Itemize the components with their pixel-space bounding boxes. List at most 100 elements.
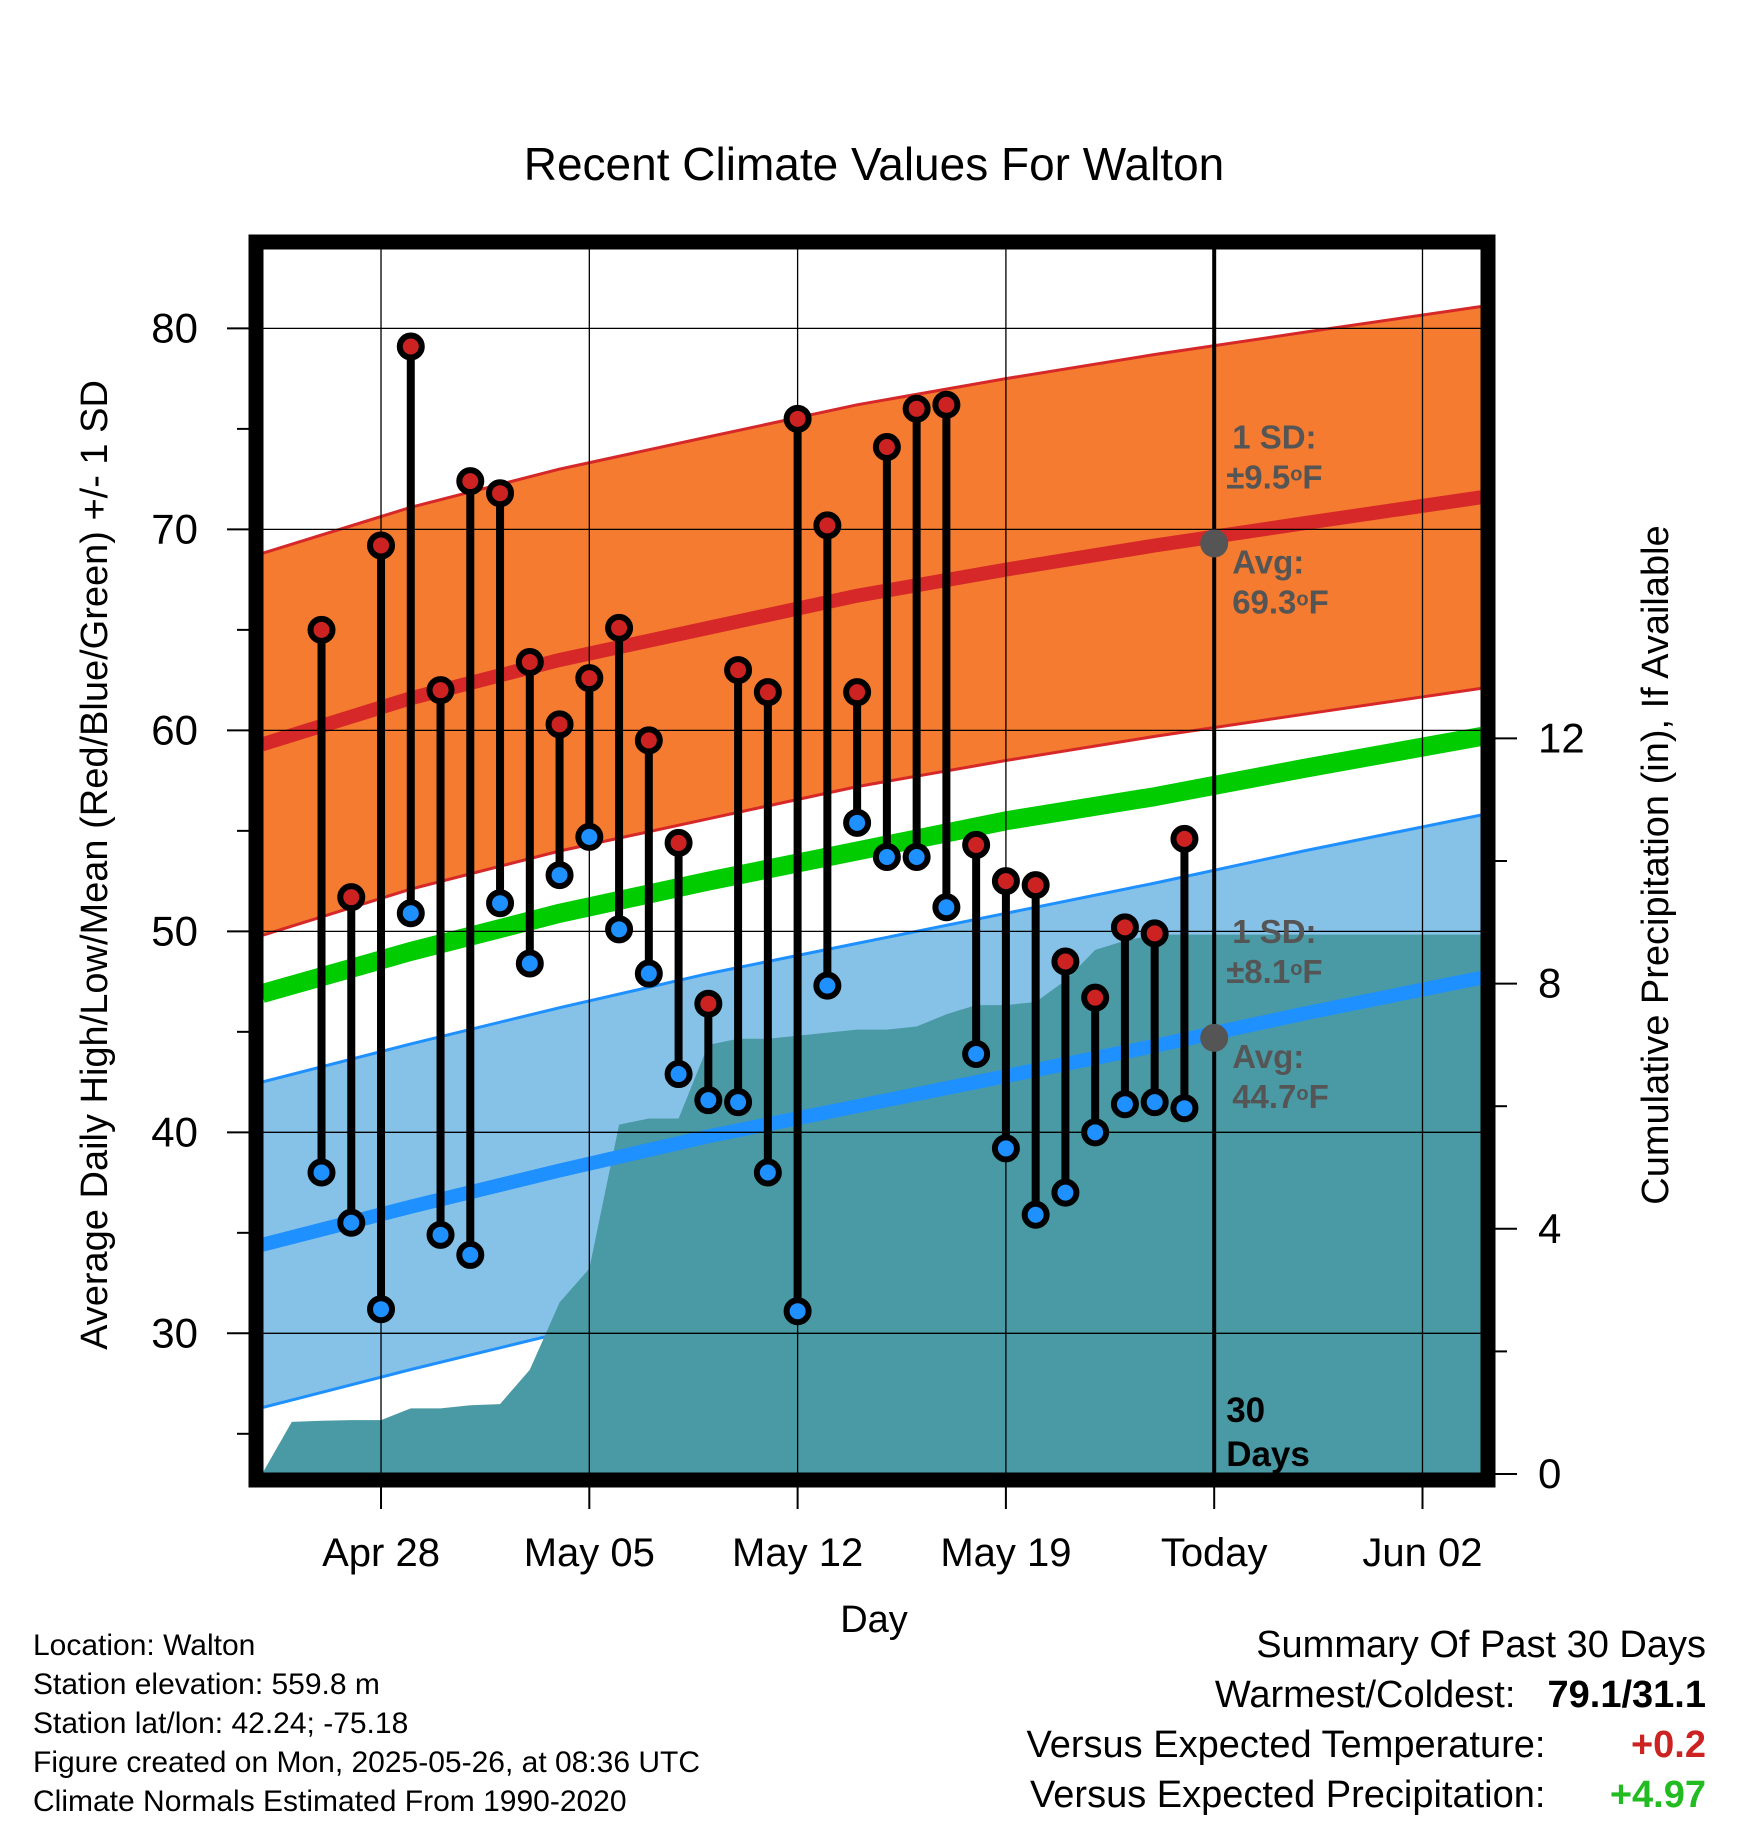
- y-tick-label: 80: [151, 304, 198, 351]
- warmest-label: Warmest/Coldest:: [1214, 1674, 1516, 1716]
- temp-label: Versus Expected Temperature:: [1026, 1724, 1546, 1766]
- annotation-avg-value: 69.3oF: [1232, 583, 1329, 620]
- location-text: Location: Walton: [33, 1629, 256, 1662]
- observed-low-point: [991, 1134, 1020, 1163]
- chart-title: Recent Climate Values For Walton: [524, 138, 1225, 190]
- annotation-avg-label: Avg:: [1232, 1038, 1304, 1075]
- observed-low-point: [872, 842, 901, 871]
- observed-low-point: [902, 842, 931, 871]
- y2-tick-label: 4: [1538, 1205, 1561, 1252]
- x-tick-label: May 12: [732, 1531, 863, 1575]
- observed-low-point: [664, 1060, 693, 1089]
- observed-high-point: [843, 678, 872, 707]
- summary-panel: Summary Of Past 30 Days Warmest/Coldest:…: [1027, 1620, 1706, 1820]
- observed-low-point: [515, 949, 544, 978]
- temp-value: +0.2: [1630, 1724, 1706, 1766]
- annotation-sd-label: 1 SD:: [1232, 913, 1316, 950]
- y-tick-label: 40: [151, 1108, 198, 1155]
- low-band-upper: [262, 813, 1482, 1084]
- annotation-avg-value: 44.7oF: [1232, 1078, 1329, 1115]
- observed-low-point: [634, 959, 663, 988]
- summary-row-warmest: Warmest/Coldest: 79.1/31.1: [1027, 1670, 1706, 1720]
- observed-high-point: [515, 648, 544, 677]
- precip-value: +4.97: [1609, 1774, 1706, 1816]
- x-tick-label: May 19: [940, 1531, 1071, 1575]
- observed-high-point: [486, 479, 515, 508]
- observed-high-point: [426, 676, 455, 705]
- observed-high-point: [694, 989, 723, 1018]
- observed-high-point: [962, 830, 991, 859]
- observed-low-point: [1051, 1178, 1080, 1207]
- observed-high-point: [1140, 919, 1169, 948]
- y-tick-label: 70: [151, 505, 198, 552]
- observed-high-point: [932, 390, 961, 419]
- observed-high-point: [783, 404, 812, 433]
- summary-row-precip: Versus Expected Precipitation: +4.97: [1027, 1770, 1706, 1820]
- observed-high-point: [902, 394, 931, 423]
- observed-high-point: [367, 531, 396, 560]
- x-tick-label: Apr 28: [322, 1531, 440, 1575]
- today-avg-dot: [1200, 1023, 1229, 1052]
- observed-low-point: [307, 1158, 336, 1187]
- x-tick-label: May 05: [524, 1531, 655, 1575]
- latlon-text: Station lat/lon: 42.24; -75.18: [33, 1707, 409, 1740]
- observed-low-point: [575, 822, 604, 851]
- observed-high-point: [605, 613, 634, 642]
- normals-text: Climate Normals Estimated From 1990-2020: [33, 1785, 627, 1818]
- y-tick-label: 60: [151, 706, 198, 753]
- observed-low-point: [545, 861, 574, 890]
- precip-label: Versus Expected Precipitation:: [1030, 1774, 1546, 1816]
- elevation-text: Station elevation: 559.8 m: [33, 1668, 380, 1701]
- observed-low-point: [486, 889, 515, 918]
- today-days-label: Days: [1226, 1435, 1310, 1474]
- observed-high-point: [872, 432, 901, 461]
- high-band: [262, 306, 1482, 936]
- observed-low-point: [783, 1297, 812, 1326]
- today-days-label: 30: [1226, 1391, 1265, 1430]
- annotation-sd-label: 1 SD:: [1232, 418, 1316, 455]
- low-avg-line: [262, 970, 1482, 1252]
- observed-low-point: [724, 1088, 753, 1117]
- high-band-upper: [262, 304, 1482, 555]
- y-tick-label: 50: [151, 907, 198, 954]
- observed-low-point: [932, 893, 961, 922]
- observed-high-point: [575, 664, 604, 693]
- warmest-value: 79.1/31.1: [1547, 1674, 1706, 1716]
- observed-low-point: [337, 1208, 366, 1237]
- y2-axis-label: Cumulative Precipitation (in), If Availa…: [1635, 525, 1677, 1204]
- observed-low-point: [426, 1220, 455, 1249]
- observed-high-point: [456, 467, 485, 496]
- observed-high-point: [1021, 871, 1050, 900]
- observed-high-point: [307, 615, 336, 644]
- observed-low-point: [813, 971, 842, 1000]
- station-info: Location: Walton Station elevation: 559.…: [33, 1626, 700, 1821]
- observed-low-point: [456, 1240, 485, 1269]
- x-axis-label: Day: [840, 1599, 908, 1641]
- plot-frame: [248, 234, 1496, 1488]
- mean-avg-line: [262, 727, 1482, 1003]
- observed-low-point: [396, 899, 425, 928]
- high-avg-line: [262, 490, 1482, 752]
- observed-high-point: [724, 656, 753, 685]
- observed-low-point: [694, 1086, 723, 1115]
- observed-high-point: [813, 511, 842, 540]
- observed-low-point: [605, 915, 634, 944]
- observed-low-point: [1140, 1088, 1169, 1117]
- observed-high-point: [634, 726, 663, 755]
- today-avg-dot: [1200, 529, 1229, 558]
- observed-low-point: [367, 1295, 396, 1324]
- precip-area: [262, 934, 1482, 1474]
- observed-high-point: [545, 710, 574, 739]
- observed-low-point: [962, 1039, 991, 1068]
- observed-high-point: [1081, 983, 1110, 1012]
- created-text: Figure created on Mon, 2025-05-26, at 08…: [33, 1746, 701, 1779]
- observed-high-point: [991, 867, 1020, 896]
- y2-tick-label: 8: [1538, 960, 1561, 1007]
- observed-high-point: [396, 332, 425, 361]
- summary-row-temp: Versus Expected Temperature: +0.2: [1027, 1720, 1706, 1770]
- annotation-avg-label: Avg:: [1232, 543, 1304, 580]
- annotation-sd-value: ±9.5oF: [1226, 458, 1322, 495]
- observed-high-point: [337, 883, 366, 912]
- observed-high-point: [753, 678, 782, 707]
